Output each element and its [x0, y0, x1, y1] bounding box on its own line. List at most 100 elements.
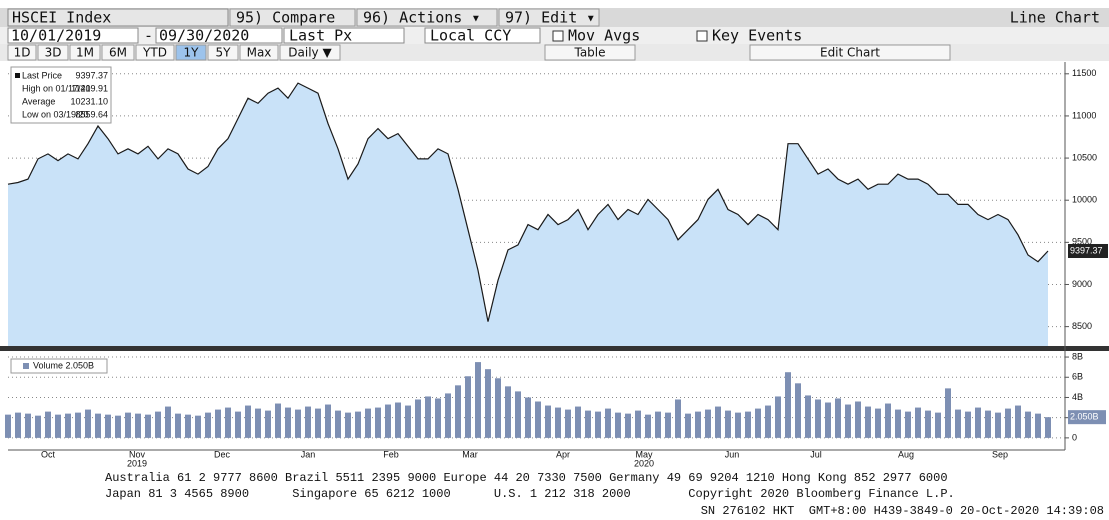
menu-compare[interactable]: 95) Compare	[236, 9, 335, 27]
volume-bar	[845, 404, 851, 438]
field-box[interactable]	[283, 27, 405, 44]
range-button[interactable]	[7, 44, 37, 61]
range-button[interactable]	[37, 44, 69, 61]
y-tick-label: 8500	[1072, 321, 1092, 331]
range-button[interactable]	[544, 44, 636, 61]
date-box[interactable]	[155, 27, 283, 44]
range-button-label[interactable]: 6M	[109, 46, 127, 60]
range-button-label[interactable]: Edit Chart	[820, 46, 880, 60]
volume-bar	[775, 396, 781, 438]
y-tick-label: 9500	[1072, 237, 1092, 247]
volume-bar	[115, 415, 121, 438]
end-date[interactable]: 09/30/2020	[159, 27, 249, 45]
volume-bar	[935, 412, 941, 438]
x-tick-label: Mar	[462, 449, 478, 459]
menu-button[interactable]	[229, 8, 356, 27]
year-label: 2019	[127, 458, 147, 468]
range-button-label[interactable]: 1Y	[184, 46, 200, 60]
range-button[interactable]	[279, 44, 341, 61]
volume-bar	[765, 405, 771, 438]
volume-bar	[185, 414, 191, 438]
volume-bar	[985, 410, 991, 438]
start-date[interactable]: 10/01/2019	[11, 27, 101, 45]
volume-bar	[535, 401, 541, 438]
field[interactable]: Last Px	[289, 27, 352, 45]
volume-bar	[415, 399, 421, 438]
y-tick-label: 9000	[1072, 279, 1092, 289]
range-button[interactable]	[749, 44, 951, 61]
volume-bar	[155, 411, 161, 438]
last-price-label: 9397.37	[1070, 245, 1103, 255]
volume-bar	[465, 376, 471, 438]
range-button[interactable]	[239, 44, 279, 61]
volume-bar	[825, 402, 831, 438]
volume-bar	[905, 411, 911, 438]
menu-edit[interactable]: 97) Edit ▾	[505, 9, 595, 27]
volume-bar	[35, 415, 41, 438]
menu-actions[interactable]: 96) Actions ▾	[363, 9, 480, 27]
range-button[interactable]	[175, 44, 207, 61]
range-button-label[interactable]: Max	[247, 46, 272, 60]
footer-line: Japan 81 3 4565 8900 Singapore 65 6212 1…	[105, 487, 955, 501]
volume-bar	[1035, 413, 1041, 438]
range-button[interactable]	[135, 44, 175, 61]
y-tick-label: 11000	[1072, 110, 1096, 120]
range-button-label[interactable]: 3D	[45, 46, 62, 60]
volume-bar	[505, 386, 511, 438]
volume-bar	[855, 401, 861, 438]
range-button-label[interactable]: 1M	[76, 46, 94, 60]
volume-bar	[745, 411, 751, 438]
volume-bar	[125, 412, 131, 438]
volume-bar	[305, 406, 311, 438]
volume-bar	[725, 410, 731, 438]
pane-separator	[0, 346, 1109, 351]
legend-swatch	[23, 363, 29, 369]
range-button-label[interactable]: Daily ▼	[288, 46, 332, 60]
volume-bar	[635, 410, 641, 438]
ticker-box[interactable]	[7, 8, 229, 27]
volume-bar	[475, 362, 481, 438]
currency-box[interactable]	[424, 27, 541, 44]
x-tick-label: Feb	[383, 449, 399, 459]
date-dash: -	[144, 27, 153, 45]
volume-bar	[595, 411, 601, 438]
volume-bar	[555, 407, 561, 438]
volume-bar	[885, 403, 891, 438]
range-button-label[interactable]: Table	[573, 46, 605, 60]
volume-bar	[455, 385, 461, 438]
volume-bar	[945, 388, 951, 438]
volume-bar	[805, 395, 811, 438]
legend-value: 10231.10	[70, 96, 108, 106]
volume-bar	[275, 403, 281, 438]
currency[interactable]: Local CCY	[430, 27, 511, 45]
date-box[interactable]	[7, 27, 139, 44]
volume-bar	[865, 406, 871, 438]
volume-bar	[215, 409, 221, 438]
volume-bar	[75, 412, 81, 438]
legend-label: Low on 03/19/20	[22, 109, 89, 119]
volume-bar	[365, 408, 371, 438]
volume-bar	[285, 407, 291, 438]
chart-type: Line Chart	[1010, 9, 1100, 27]
menu-button[interactable]	[498, 8, 600, 27]
volume-bar	[605, 408, 611, 438]
mov-avgs[interactable]: Mov Avgs	[568, 27, 640, 45]
checkbox[interactable]	[696, 30, 708, 42]
range-button-label[interactable]: 1D	[14, 46, 31, 60]
volume-bar	[435, 398, 441, 438]
checkbox[interactable]	[552, 30, 564, 42]
x-tick-label: Apr	[556, 449, 570, 459]
volume-bar	[175, 413, 181, 438]
legend-label: High on 01/17/20	[22, 83, 91, 93]
range-button-label[interactable]: 5Y	[216, 46, 232, 60]
range-button[interactable]	[101, 44, 135, 61]
volume-bar	[145, 414, 151, 438]
x-tick-label: Sep	[992, 449, 1008, 459]
menu-button[interactable]	[356, 8, 498, 27]
range-button[interactable]	[69, 44, 101, 61]
key-events[interactable]: Key Events	[712, 27, 802, 45]
range-button-label[interactable]: YTD	[142, 46, 167, 60]
x-tick-label: Oct	[41, 449, 56, 459]
range-button[interactable]	[207, 44, 239, 61]
